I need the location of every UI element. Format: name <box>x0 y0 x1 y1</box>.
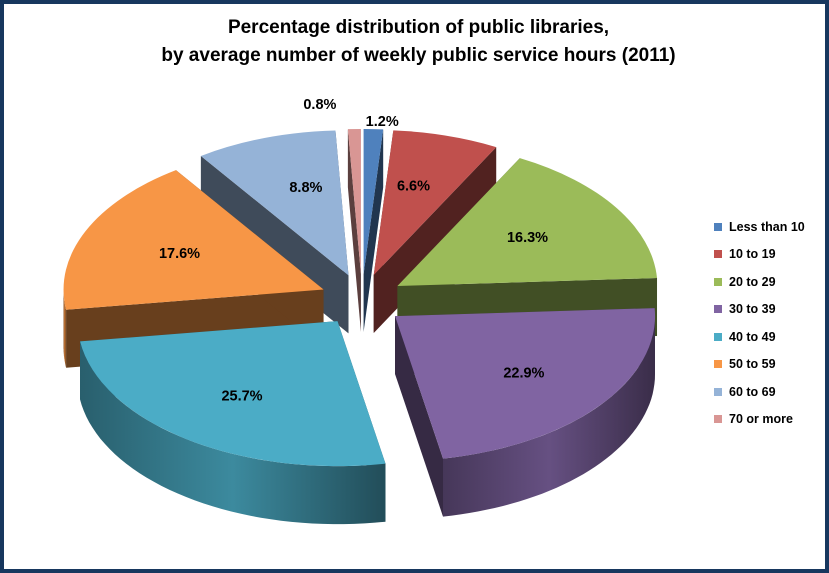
legend-label: 30 to 39 <box>729 302 776 316</box>
legend-label: 40 to 49 <box>729 329 776 344</box>
data-label: 16.3% <box>507 230 548 246</box>
legend-label: 10 to 19 <box>729 247 776 261</box>
legend-item: 50 to 59 <box>714 356 826 373</box>
slice-top <box>395 308 656 459</box>
legend-item: 40 to 49 <box>714 328 826 345</box>
slice-top <box>63 170 324 310</box>
chart-legend: Less than 10 10 to 19 20 to 29 30 to 39 40 t… <box>714 218 826 438</box>
legend-swatch <box>714 332 722 341</box>
slice-outer-wall <box>63 289 67 368</box>
data-label: 1.2% <box>366 114 399 130</box>
chart-title-line-1: Percentage distribution of public librar… <box>227 17 610 38</box>
legend-label: 50 to 59 <box>729 357 776 371</box>
slice-top <box>200 130 349 276</box>
legend-swatch <box>714 360 722 368</box>
legend-label: 20 to 29 <box>729 274 776 289</box>
slice-wall <box>347 129 361 332</box>
legend-swatch <box>714 277 722 286</box>
data-label: 8.8% <box>289 180 322 196</box>
data-label: 25.7% <box>221 388 262 404</box>
slice-top <box>80 321 386 467</box>
slice-top <box>397 158 658 287</box>
legend-item: 70 or more <box>714 411 826 428</box>
slice-top <box>347 128 361 274</box>
data-label: 6.6% <box>397 178 430 194</box>
pie-slice-less-than-10 <box>363 128 384 332</box>
legend-swatch <box>714 250 722 258</box>
legend-item: 60 to 69 <box>714 383 826 400</box>
data-label: 22.9% <box>503 365 544 381</box>
slice-outer-wall <box>80 341 386 525</box>
legend-swatch <box>714 222 722 231</box>
pie-slice-40-to-49 <box>80 321 386 525</box>
legend-label: Less than 10 <box>729 219 805 234</box>
legend-item: 10 to 19 <box>714 246 826 263</box>
data-label: 0.8% <box>303 97 336 113</box>
slice-outer-wall <box>443 316 655 517</box>
slice-top <box>373 130 497 275</box>
legend-swatch <box>714 305 722 313</box>
slice-wall <box>363 129 384 332</box>
data-label: 17.6% <box>159 246 200 262</box>
chart-title: Percentage distribution of public librar… <box>4 14 829 70</box>
pie-slice-70-or-more <box>347 128 361 332</box>
chart-title-line-2: by average number of weekly public servi… <box>161 45 676 66</box>
slice-top <box>363 128 384 274</box>
legend-item: 20 to 29 <box>714 273 826 290</box>
legend-swatch <box>714 415 722 423</box>
slice-wall <box>395 316 444 517</box>
pie-slice-30-to-39 <box>395 308 656 517</box>
legend-label: 70 or more <box>729 412 793 426</box>
legend-item: Less than 10 <box>714 218 826 235</box>
legend-item: 30 to 39 <box>714 301 826 318</box>
legend-swatch <box>714 387 722 396</box>
legend-label: 60 to 69 <box>729 384 776 399</box>
